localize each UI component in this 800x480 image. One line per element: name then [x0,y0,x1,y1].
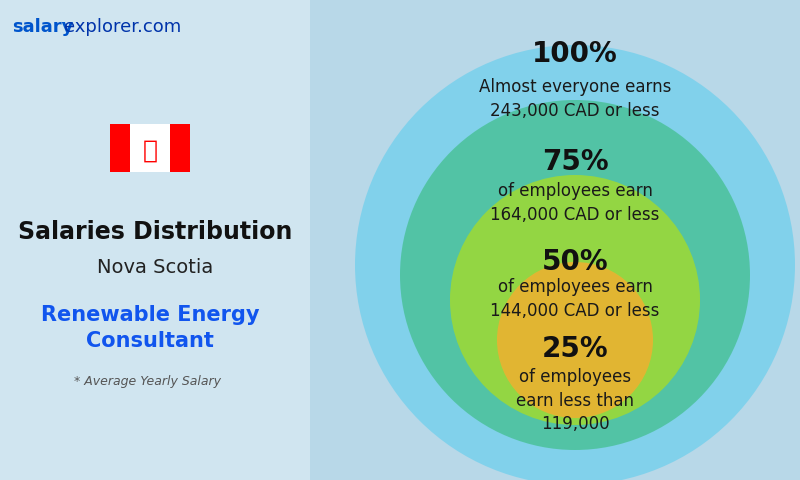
Text: of employees
earn less than
119,000: of employees earn less than 119,000 [516,368,634,433]
Text: Nova Scotia: Nova Scotia [97,258,213,277]
Text: 75%: 75% [542,148,608,176]
Text: Salaries Distribution: Salaries Distribution [18,220,292,244]
Text: of employees earn
144,000 CAD or less: of employees earn 144,000 CAD or less [490,278,660,320]
Bar [170,124,190,172]
Bar [110,124,130,172]
Bar [130,124,170,172]
Text: of employees earn
164,000 CAD or less: of employees earn 164,000 CAD or less [490,182,660,224]
Bar [0,0,310,480]
Text: Renewable Energy
Consultant: Renewable Energy Consultant [41,305,259,351]
Text: salary: salary [12,18,74,36]
Ellipse shape [400,100,750,450]
Ellipse shape [450,175,700,425]
Text: 25%: 25% [542,335,608,363]
Text: Almost everyone earns
243,000 CAD or less: Almost everyone earns 243,000 CAD or les… [479,78,671,120]
Text: 100%: 100% [532,40,618,68]
Ellipse shape [497,262,653,418]
Text: explorer.com: explorer.com [64,18,182,36]
Text: 🍁: 🍁 [142,139,158,163]
Text: * Average Yearly Salary: * Average Yearly Salary [74,375,222,388]
Text: 50%: 50% [542,248,608,276]
Ellipse shape [355,45,795,480]
